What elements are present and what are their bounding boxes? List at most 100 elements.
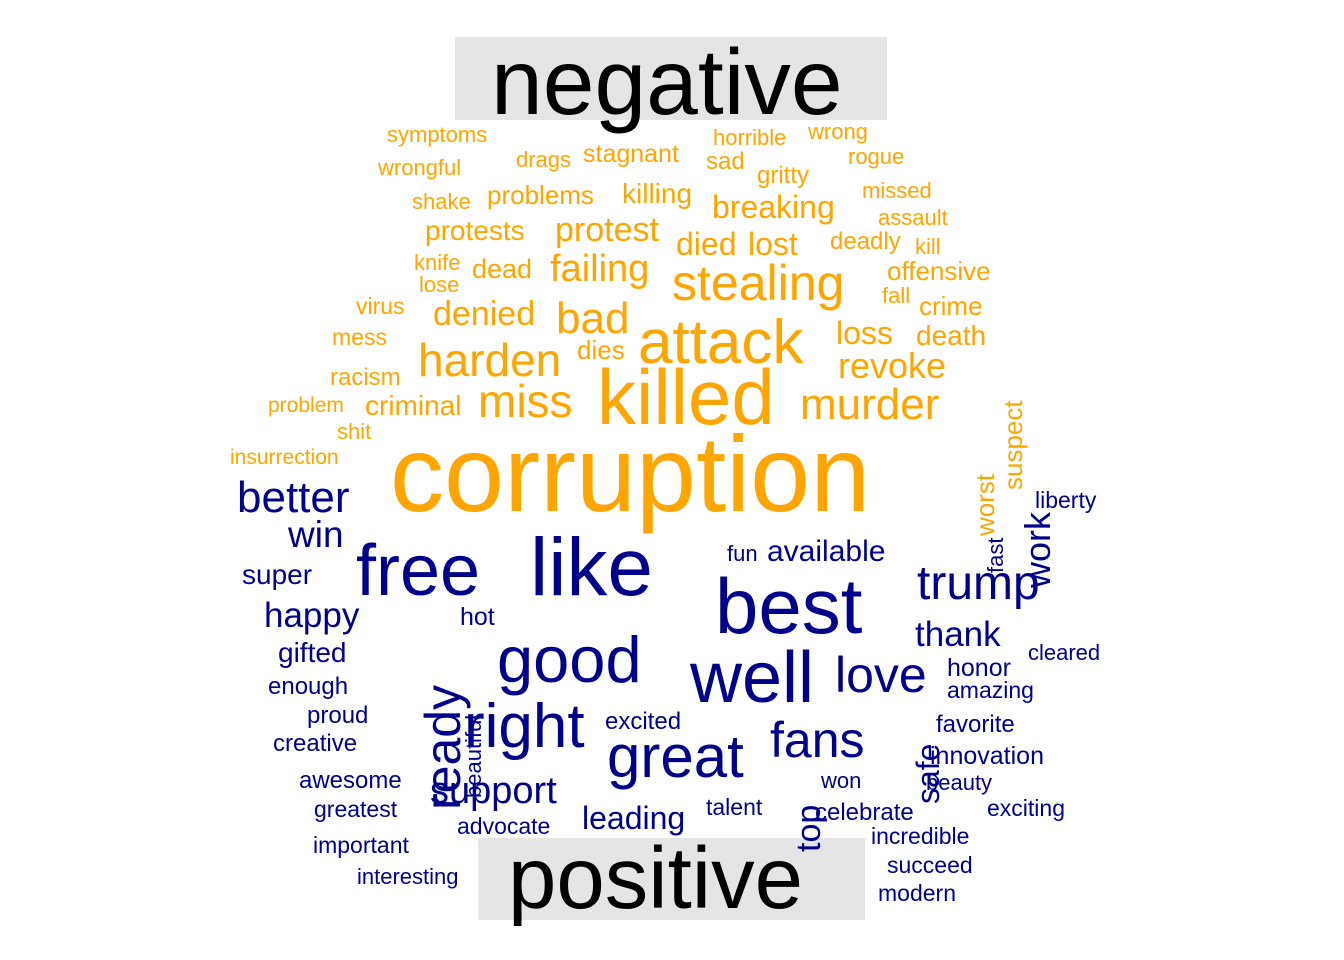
negative-word: lose	[419, 272, 460, 297]
negative-word: drags	[516, 147, 572, 172]
positive-word: love	[835, 647, 927, 703]
positive-group-label: positive	[508, 830, 803, 927]
positive-word: incredible	[871, 823, 970, 849]
negative-word: shit	[337, 419, 372, 444]
positive-word: better	[237, 473, 350, 522]
negative-word: attack	[638, 308, 804, 377]
negative-word: worst	[970, 473, 1000, 536]
positive-word: free	[356, 531, 481, 611]
negative-word: wrongful	[378, 155, 462, 180]
positive-word: super	[242, 559, 313, 590]
negative-word: assault	[878, 205, 948, 230]
negative-word: bad	[556, 294, 630, 343]
positive-word: talent	[706, 794, 763, 820]
positive-word: proud	[307, 702, 369, 729]
negative-word: denied	[433, 295, 536, 333]
positive-word: well	[690, 638, 815, 718]
negative-word: protest	[555, 211, 659, 249]
negative-word: fall	[882, 283, 911, 308]
positive-word: innovation	[930, 742, 1044, 770]
negative-word: dead	[472, 254, 533, 284]
negative-word: rogue	[848, 144, 905, 169]
positive-word: support	[430, 770, 557, 812]
negative-word: stealing	[672, 255, 845, 311]
positive-word: modern	[878, 880, 956, 906]
negative-word: knife	[414, 250, 461, 275]
positive-word: favorite	[936, 711, 1015, 738]
positive-word: right	[464, 692, 585, 761]
positive-word: thank	[915, 615, 1001, 654]
positive-word: enough	[268, 673, 349, 700]
positive-word: excited	[605, 708, 682, 735]
negative-word: criminal	[365, 390, 462, 421]
positive-word: fans	[770, 712, 865, 768]
negative-word: suspect	[998, 400, 1028, 490]
negative-word: revoke	[838, 345, 947, 386]
positive-word: liberty	[1035, 487, 1097, 513]
positive-word: honor	[947, 654, 1011, 682]
negative-word: loss	[836, 315, 893, 351]
negative-word: harden	[418, 334, 562, 386]
negative-word: death	[916, 320, 987, 351]
positive-word: good	[497, 623, 642, 696]
negative-word: killing	[622, 178, 693, 209]
positive-word: fun	[727, 541, 758, 566]
positive-word: important	[313, 832, 409, 858]
positive-word: cleared	[1028, 640, 1101, 665]
negative-word: virus	[356, 293, 405, 319]
positive-word: like	[530, 522, 654, 613]
positive-word: trump	[917, 557, 1040, 610]
positive-word: fast	[983, 537, 1008, 573]
positive-word: beautiful	[461, 714, 486, 798]
negative-word: symptoms	[387, 122, 488, 147]
positive-label-box	[478, 838, 865, 920]
negative-word: protests	[425, 215, 525, 246]
positive-word: greatest	[314, 796, 398, 822]
negative-word: gritty	[757, 162, 810, 189]
negative-word: problem	[268, 394, 344, 417]
positive-word: happy	[264, 596, 360, 635]
positive-word: leading	[582, 800, 686, 836]
positive-word: win	[288, 514, 344, 555]
positive-word: won	[821, 768, 862, 793]
positive-word: best	[715, 562, 863, 650]
negative-word: problems	[487, 180, 594, 210]
negative-word: corruption	[390, 413, 871, 534]
negative-word: failing	[550, 248, 650, 290]
negative-word: died	[676, 226, 737, 262]
positive-word: interesting	[357, 864, 459, 889]
positive-word: work	[1017, 511, 1058, 588]
positive-word: awesome	[299, 767, 402, 794]
negative-word: kill	[915, 234, 941, 259]
positive-word: amazing	[947, 677, 1034, 703]
negative-word: mess	[332, 324, 387, 350]
negative-word: deadly	[830, 228, 901, 255]
negative-word: stagnant	[583, 140, 679, 168]
positive-word: beauty	[926, 770, 993, 795]
positive-word: succeed	[887, 852, 973, 878]
positive-word: available	[767, 535, 886, 568]
negative-word: crime	[919, 291, 983, 321]
negative-group-label: negative	[491, 30, 843, 134]
positive-word: gifted	[278, 637, 347, 668]
negative-word: breaking	[712, 189, 835, 225]
negative-label-box	[455, 37, 887, 120]
negative-word: dies	[577, 335, 625, 365]
positive-word: advocate	[457, 813, 551, 839]
negative-word: miss	[478, 375, 573, 427]
positive-word: creative	[273, 730, 358, 757]
negative-word: racism	[330, 364, 401, 391]
negative-word: shake	[412, 189, 471, 214]
negative-word: lost	[748, 226, 798, 262]
negative-word: sad	[706, 148, 745, 175]
negative-word: wrong	[808, 119, 868, 144]
positive-word: exciting	[987, 795, 1065, 821]
positive-word: hot	[460, 603, 495, 631]
negative-word: offensive	[887, 256, 991, 286]
positive-word: great	[607, 723, 744, 790]
negative-word: insurrection	[230, 446, 339, 469]
negative-word: murder	[800, 380, 940, 429]
negative-word: missed	[862, 178, 932, 203]
positive-word: celebrate	[815, 799, 914, 826]
